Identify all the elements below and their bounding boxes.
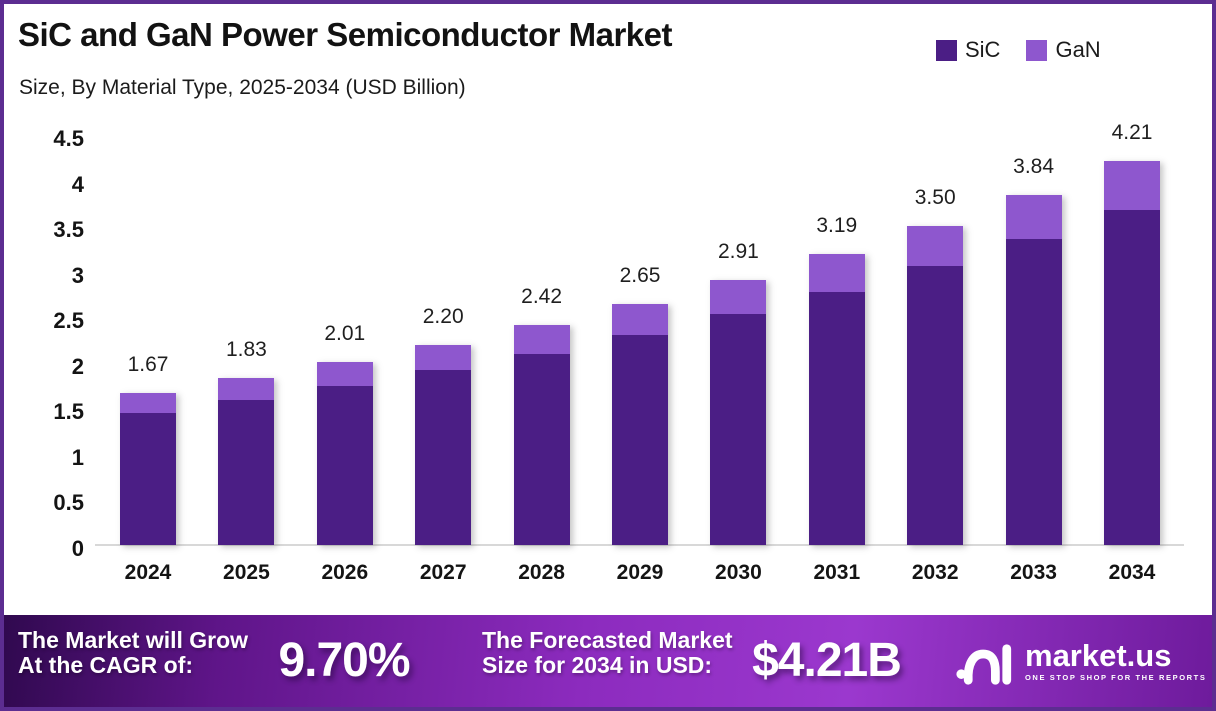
bar-segment-sic bbox=[218, 400, 275, 545]
bar-segment-gan bbox=[808, 254, 865, 292]
brand-text: market.us ONE STOP SHOP FOR THE REPORTS bbox=[1025, 637, 1207, 682]
legend-item-gan: GaN bbox=[1026, 37, 1101, 63]
bar-segment-gan bbox=[710, 279, 767, 314]
bar-2030 bbox=[710, 279, 767, 545]
plot-area: 1.67 2024 1.83 2025 2.01 2026 2.20 2027 2.42 2028… bbox=[95, 121, 1184, 584]
forecast-label: The Forecasted Market Size for 2034 in U… bbox=[482, 628, 733, 678]
bar-value-label: 4.21 bbox=[1111, 121, 1153, 145]
bar-value-label: 2.65 bbox=[619, 263, 661, 287]
brand-tagline: ONE STOP SHOP FOR THE REPORTS bbox=[1025, 672, 1207, 682]
x-axis-line bbox=[95, 544, 1184, 546]
x-tick-label: 2033 bbox=[1010, 561, 1057, 584]
brand-name: market.us bbox=[1025, 637, 1172, 673]
bar-segment-sic bbox=[415, 370, 472, 545]
chart-subtitle: Size, By Material Type, 2025-2034 (USD B… bbox=[19, 76, 466, 99]
bar-segment-sic bbox=[513, 353, 570, 545]
x-tick-label: 2028 bbox=[518, 561, 565, 584]
forecast-value: $4.21B bbox=[752, 634, 902, 687]
bar-value-label: 2.01 bbox=[324, 321, 366, 345]
bar-2034 bbox=[1104, 161, 1160, 545]
bar-value-label: 1.83 bbox=[225, 338, 267, 362]
bar-segment-gan bbox=[316, 361, 373, 387]
bar-value-label: 1.67 bbox=[127, 352, 169, 376]
y-tick-label: 0.5 bbox=[53, 490, 84, 516]
bar-segment-gan bbox=[218, 378, 275, 401]
bar-segment-sic bbox=[808, 291, 865, 545]
bar-segment-gan bbox=[907, 226, 964, 267]
cagr-value: 9.70% bbox=[278, 634, 410, 687]
cagr-label-line1: The Market will Grow bbox=[18, 627, 249, 653]
page-title: SiC and GaN Power Semiconductor Market bbox=[18, 16, 673, 53]
y-tick-label: 3 bbox=[71, 262, 84, 288]
y-tick-label: 1.5 bbox=[53, 399, 84, 425]
bar-2033 bbox=[1005, 195, 1062, 545]
forecast-label-line2: Size for 2034 in USD: bbox=[482, 652, 713, 678]
marketus-logo-icon bbox=[956, 644, 1012, 685]
x-tick-label: 2029 bbox=[616, 561, 664, 584]
y-tick-label: 2 bbox=[71, 353, 84, 379]
bar-segment-sic bbox=[1005, 238, 1062, 545]
forecast-label-line1: The Forecasted Market bbox=[482, 627, 733, 653]
bar-segment-gan bbox=[1005, 195, 1062, 239]
x-tick-label: 2030 bbox=[715, 561, 762, 584]
y-axis: 0 0.5 1 1.5 2 2.5 3 3.5 4 4.5 bbox=[4, 126, 84, 561]
bar-segment-sic bbox=[1104, 209, 1160, 545]
bar-value-label: 2.20 bbox=[422, 304, 464, 328]
legend-label-gan: GaN bbox=[1055, 37, 1101, 62]
x-tick-label: 2024 bbox=[124, 561, 172, 584]
bar-segment-sic bbox=[316, 386, 373, 545]
bar-segment-gan bbox=[1104, 161, 1160, 210]
bar-segment-sic bbox=[907, 266, 964, 545]
bar-segment-gan bbox=[415, 344, 472, 371]
bar-2026 bbox=[316, 361, 373, 545]
x-tick-label: 2031 bbox=[813, 561, 861, 584]
footer-banner: The Market will Grow At the CAGR of: 9.7… bbox=[4, 615, 1212, 707]
bar-value-label: 3.84 bbox=[1013, 155, 1055, 179]
y-tick-label: 3.5 bbox=[53, 217, 84, 243]
bar-2027 bbox=[415, 344, 472, 545]
y-tick-label: 0 bbox=[71, 536, 84, 561]
bar-2032 bbox=[907, 226, 964, 545]
bar-2028 bbox=[513, 324, 570, 545]
legend-swatch-gan bbox=[1026, 39, 1048, 61]
y-tick-label: 2.5 bbox=[53, 308, 84, 334]
chart-legend: SiC GaN bbox=[936, 37, 1101, 63]
bar-value-label: 2.91 bbox=[717, 239, 759, 263]
bar-segment-gan bbox=[120, 392, 176, 413]
y-tick-label: 4.5 bbox=[53, 126, 84, 151]
legend-swatch-sic bbox=[936, 39, 957, 61]
legend-item-sic: SiC bbox=[936, 37, 1000, 63]
bar-segment-sic bbox=[120, 412, 176, 545]
y-tick-label: 4 bbox=[71, 171, 84, 197]
bar-2025 bbox=[218, 378, 275, 545]
bar-2024 bbox=[120, 392, 176, 545]
bar-2031 bbox=[808, 254, 865, 545]
bar-2029 bbox=[612, 303, 668, 545]
x-tick-label: 2027 bbox=[419, 561, 467, 584]
cagr-label-line2: At the CAGR of: bbox=[18, 652, 194, 678]
x-tick-label: 2025 bbox=[223, 561, 270, 584]
x-tick-label: 2032 bbox=[911, 561, 959, 584]
bar-segment-gan bbox=[513, 324, 570, 354]
x-tick-label: 2034 bbox=[1108, 561, 1156, 584]
legend-label-sic: SiC bbox=[965, 37, 1001, 62]
bar-segment-sic bbox=[612, 334, 668, 545]
bar-value-label: 3.50 bbox=[914, 186, 956, 210]
bar-value-label: 3.19 bbox=[816, 214, 858, 238]
cagr-label: The Market will Grow At the CAGR of: bbox=[18, 628, 248, 678]
brand-lockup: market.us ONE STOP SHOP FOR THE REPORTS bbox=[956, 615, 1206, 707]
bar-value-label: 2.42 bbox=[521, 284, 563, 308]
y-tick-label: 1 bbox=[71, 444, 84, 470]
bar-segment-gan bbox=[612, 303, 668, 335]
bar-segment-sic bbox=[710, 313, 767, 545]
x-tick-label: 2026 bbox=[321, 561, 369, 584]
